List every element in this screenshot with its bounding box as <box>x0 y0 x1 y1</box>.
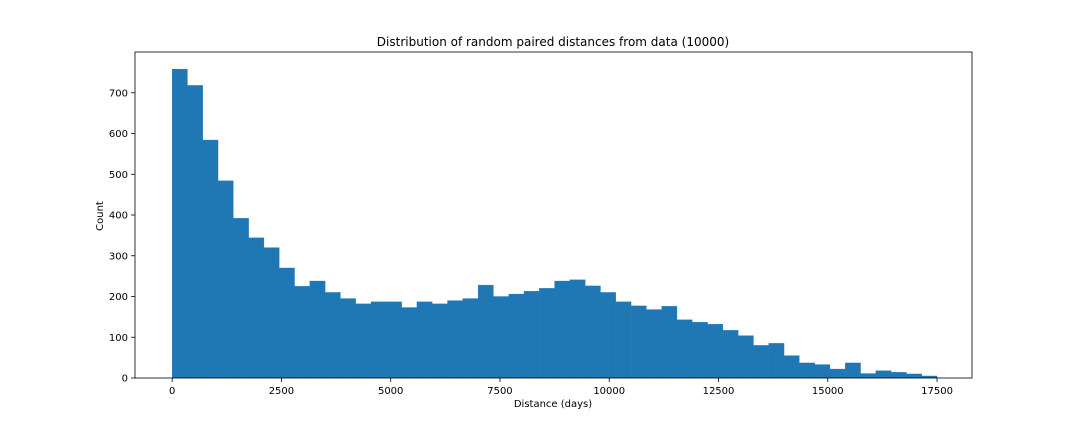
chart-title: Distribution of random paired distances … <box>377 35 729 49</box>
y-tick-label: 400 <box>109 211 128 222</box>
x-axis-label: Distance (days) <box>514 399 592 410</box>
histogram-bar <box>569 279 586 379</box>
histogram-bar <box>829 368 846 379</box>
x-tick-label: 15000 <box>812 386 844 397</box>
x-axis-ticks: 0 2500 5000 7500 10000 12500 15000 17500 <box>169 378 953 397</box>
histogram-bar <box>753 345 769 379</box>
histogram-bar <box>646 309 662 379</box>
histogram-bar <box>738 335 754 379</box>
histogram-bar <box>585 285 601 379</box>
histogram-bar <box>477 284 494 379</box>
histogram-bar <box>676 319 693 379</box>
histogram-bar <box>248 237 265 379</box>
histogram-bar <box>707 324 724 379</box>
histogram-bar <box>722 330 739 379</box>
histogram-bar <box>187 85 203 379</box>
histogram-bar <box>447 300 463 379</box>
histogram-bar <box>890 372 907 379</box>
histogram-bar <box>630 305 647 379</box>
histogram-bar <box>615 301 632 379</box>
histogram-bar <box>279 267 295 379</box>
histogram-bar <box>416 301 433 379</box>
y-tick-label: 700 <box>109 88 128 99</box>
y-tick-label: 600 <box>109 129 128 140</box>
histogram-bar <box>355 303 372 379</box>
histogram-bar <box>768 343 785 379</box>
x-tick-label: 2500 <box>269 386 294 397</box>
histogram-bar <box>539 288 555 379</box>
histogram-bar <box>217 180 234 379</box>
x-tick-label: 17500 <box>921 386 953 397</box>
histogram-bar <box>493 296 509 379</box>
x-tick-label: 10000 <box>593 386 625 397</box>
histogram-bar <box>233 218 249 379</box>
x-tick-label: 5000 <box>378 386 403 397</box>
histogram-bar <box>783 355 800 379</box>
histogram-bar <box>202 139 219 379</box>
y-axis-ticks: 0 100 200 300 400 500 600 700 <box>109 88 135 385</box>
histogram-bar <box>401 307 418 379</box>
histogram-bar <box>324 292 341 379</box>
histogram-bar <box>814 364 831 379</box>
histogram-bar <box>661 306 678 379</box>
histogram-bar <box>309 280 326 379</box>
histogram-bar <box>172 68 188 379</box>
y-tick-label: 500 <box>109 170 128 181</box>
histogram-bar <box>523 291 540 379</box>
histogram-bar <box>386 301 402 379</box>
histogram-bar <box>508 293 525 379</box>
y-tick-label: 300 <box>109 251 128 262</box>
y-tick-label: 100 <box>109 333 128 344</box>
histogram-bar <box>692 322 708 379</box>
histogram-bar <box>845 362 861 379</box>
x-tick-label: 12500 <box>703 386 735 397</box>
x-tick-label: 7500 <box>487 386 512 397</box>
histogram-bar <box>370 301 387 379</box>
bars-group <box>172 68 938 379</box>
histogram-bar <box>554 280 571 379</box>
x-tick-label: 0 <box>169 386 175 397</box>
y-tick-label: 200 <box>109 292 128 303</box>
histogram-bar <box>432 303 448 379</box>
histogram-bar <box>906 373 922 379</box>
y-axis-label: Count <box>95 201 106 231</box>
histogram-bar <box>860 373 876 379</box>
histogram-bar <box>799 362 815 379</box>
y-tick-label: 0 <box>122 374 128 385</box>
histogram-bar <box>462 298 479 379</box>
histogram-bar <box>340 298 356 379</box>
histogram-bar <box>294 286 310 379</box>
histogram-bar <box>875 370 892 379</box>
histogram-bar <box>263 247 280 379</box>
histogram-bar <box>600 292 616 379</box>
